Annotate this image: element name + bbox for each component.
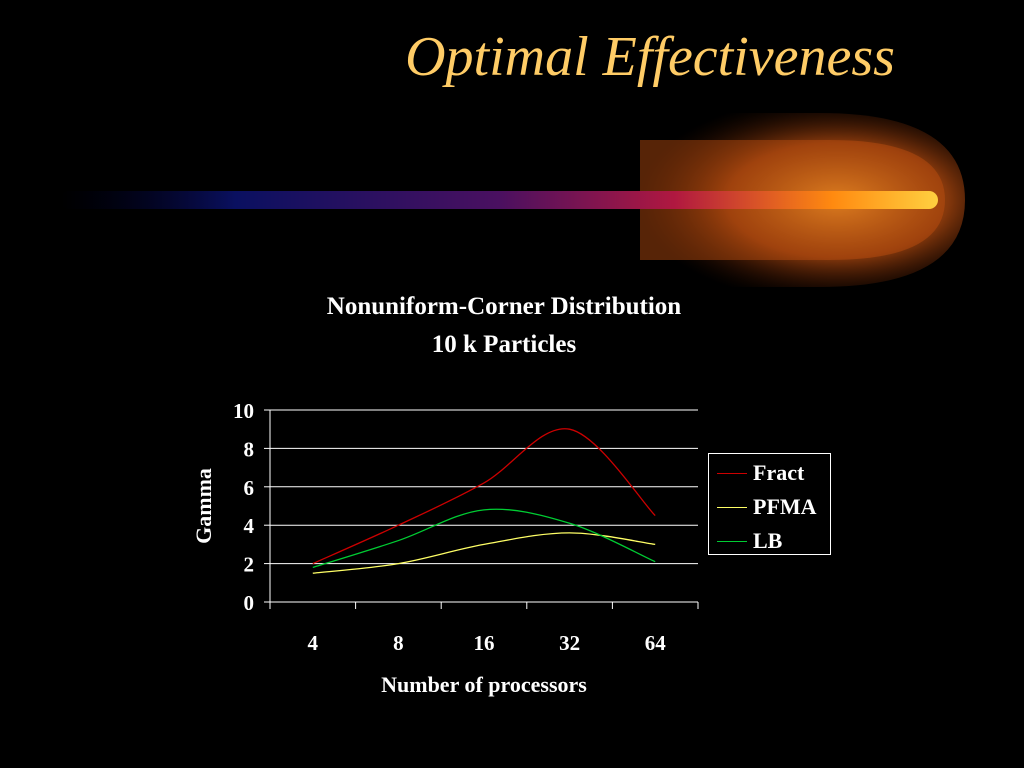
series-line-pfma [312,532,656,574]
legend-label-lb: LB [753,528,783,553]
legend-item-pfma: PFMA [717,492,817,522]
x-tick-label: 8 [393,631,404,655]
legend-label-pfma: PFMA [753,494,817,519]
y-axis-title: Gamma [191,468,216,544]
legend-item-lb: LB [717,526,782,556]
y-tick-label: 2 [244,553,255,577]
series-line-fract [312,428,656,565]
series-line-lb [312,508,656,569]
y-tick-label: 10 [233,399,254,423]
gridlines [270,409,698,565]
chart-title: Nonuniform-Corner Distribution [326,293,682,320]
x-tick-label: 32 [559,631,580,655]
decorative-light-beam [60,113,965,287]
series-lines [312,428,656,574]
legend-item-fract: Fract [717,458,804,488]
chart-subtitle: 10 k Particles [431,331,577,358]
chart-title-block: Nonuniform-Corner Distribution 10 k Part… [240,288,768,364]
axes [264,409,699,609]
x-tick-label: 64 [645,631,667,655]
slide-title: Optimal Effectiveness [405,26,895,88]
y-tick-label: 4 [244,514,255,538]
x-tick-label: 16 [474,631,495,655]
y-tick-label: 0 [244,591,255,615]
legend-label-fract: Fract [753,460,805,485]
y-tick-label: 6 [244,476,255,500]
legend: Fract PFMA LB [708,453,831,555]
y-tick-label: 8 [244,437,255,461]
legend-swatch-lb [717,540,747,542]
legend-swatch-fract [717,472,747,474]
axis-labels: 0 2 4 6 8 10 4 8 16 32 64 Number of processors Gamma [191,399,666,697]
legend-swatch-pfma [717,506,747,508]
x-tick-label: 4 [308,631,319,655]
x-axis-title: Number of processors [381,672,587,697]
